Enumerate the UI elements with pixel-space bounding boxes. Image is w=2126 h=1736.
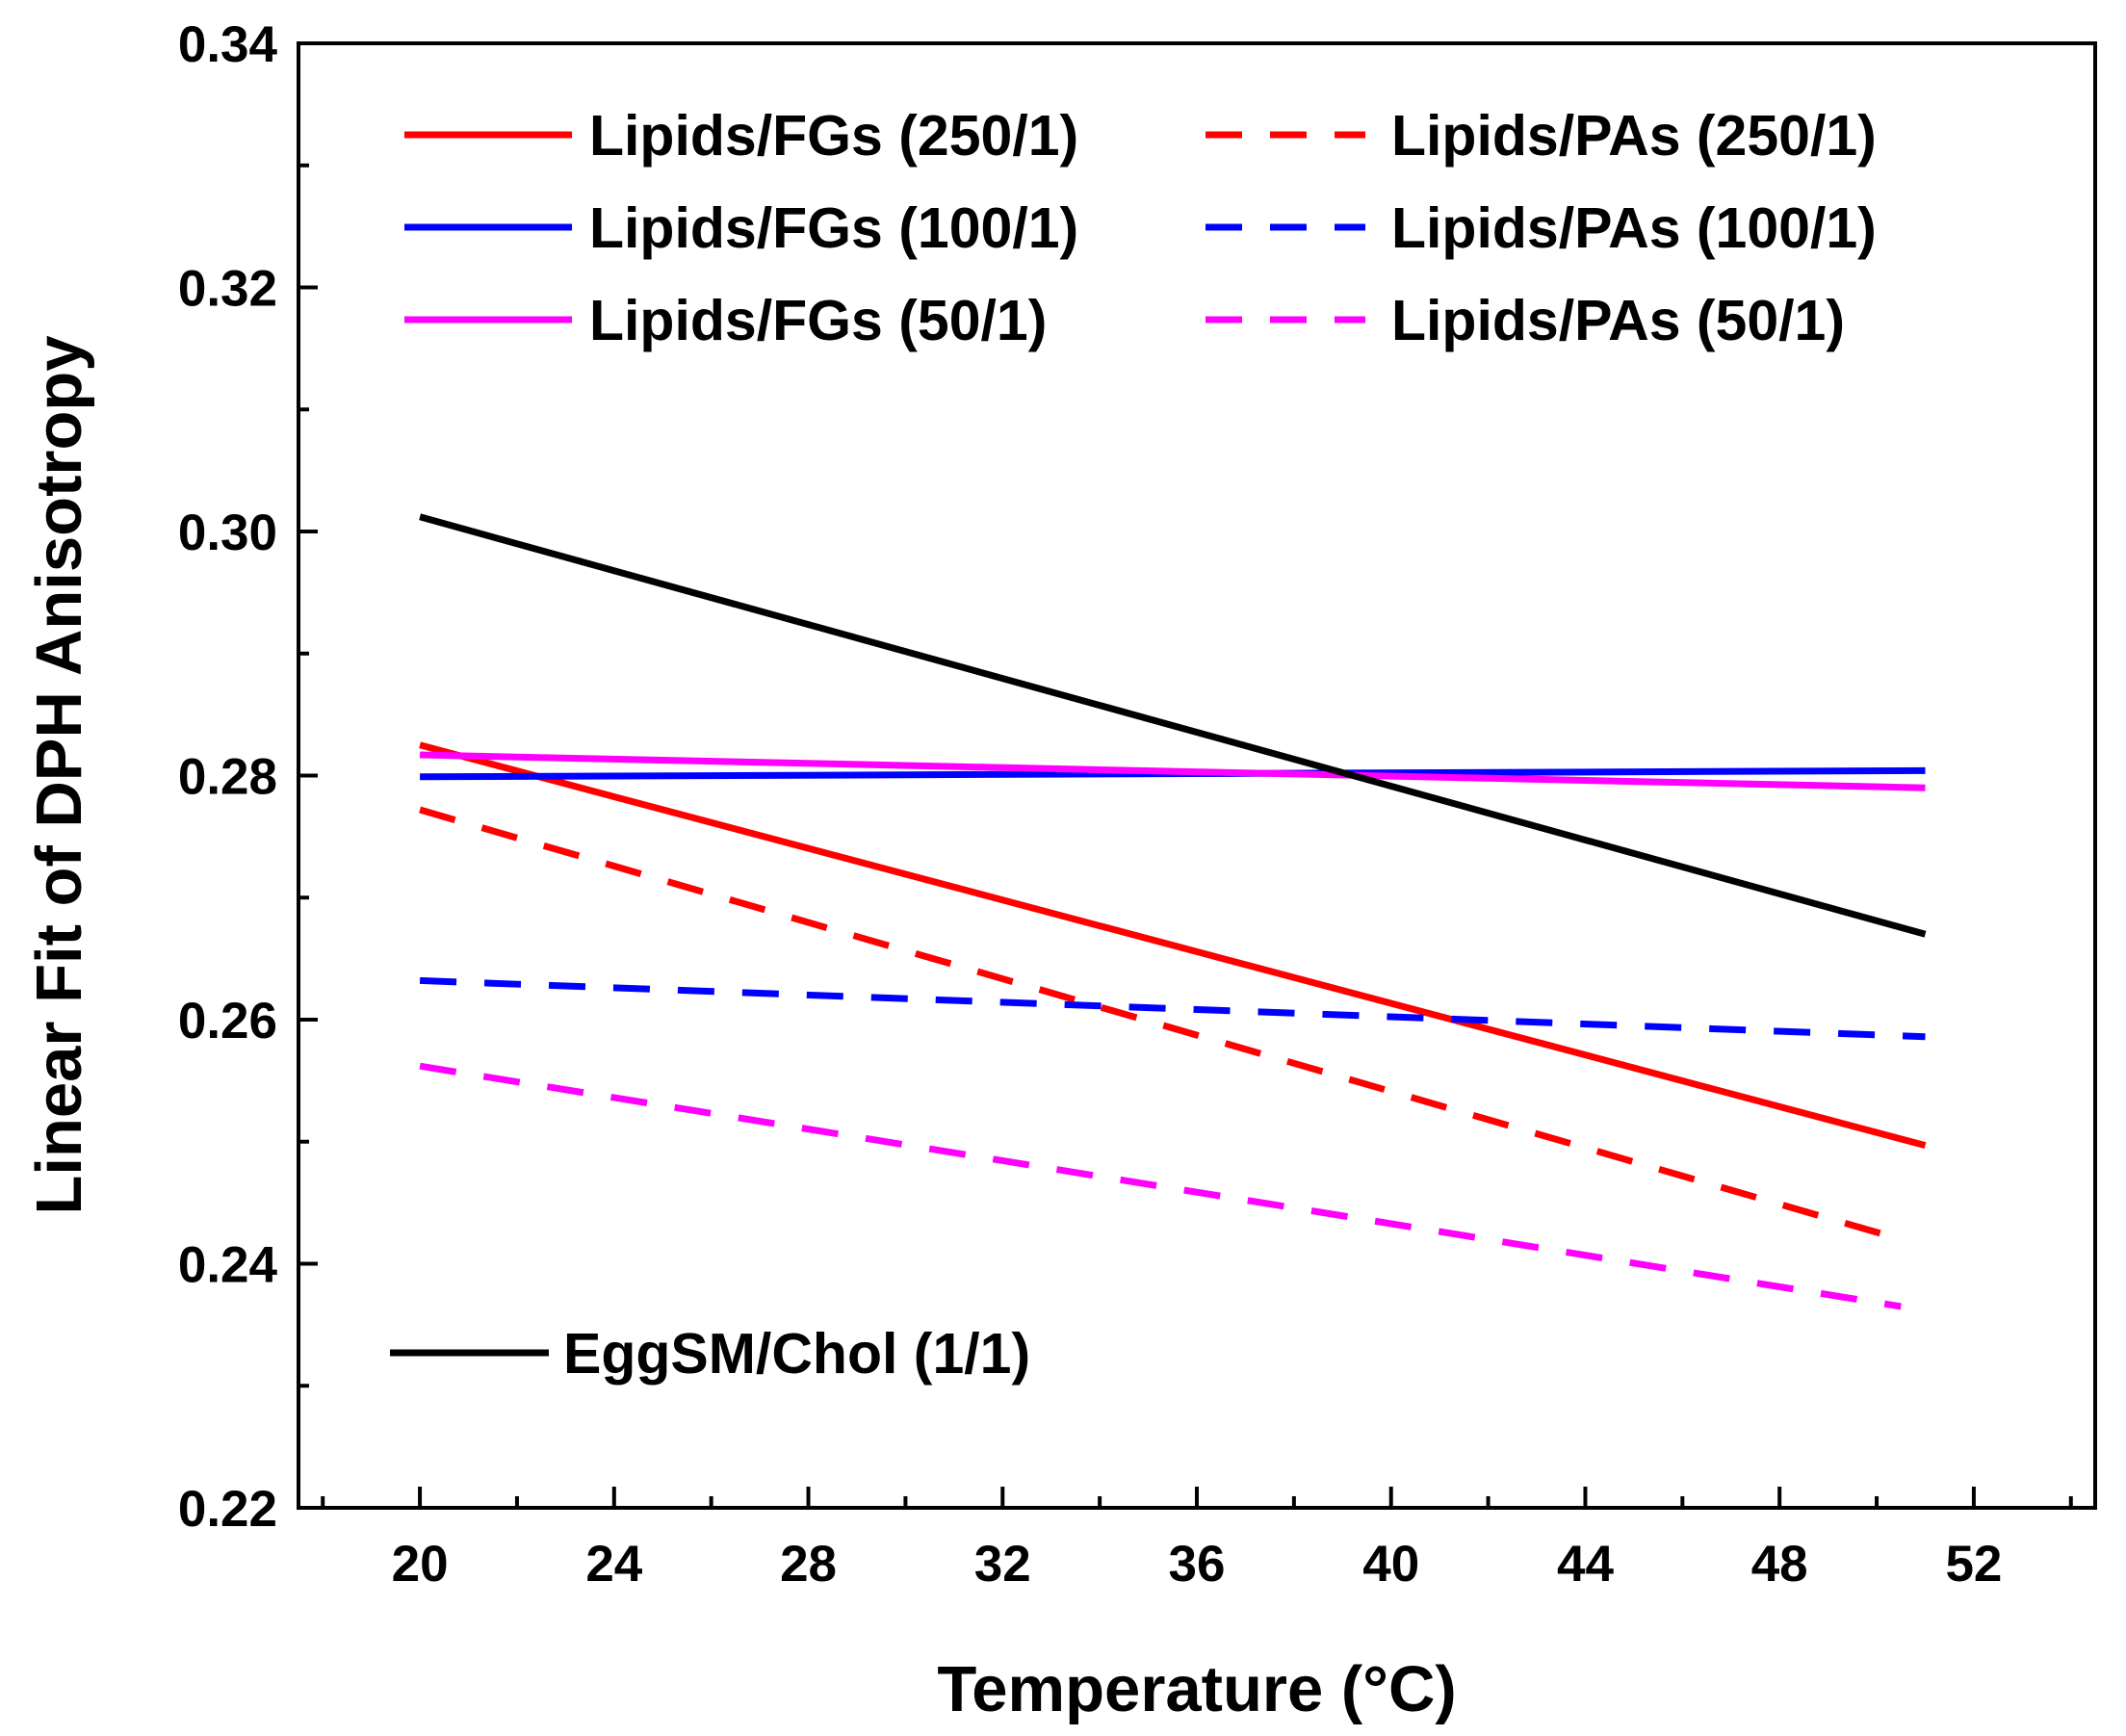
legend-label: Lipids/PAs (50/1) (1391, 289, 1845, 352)
y-tick-label: 0.28 (178, 749, 277, 806)
series-line (419, 513, 1927, 938)
x-tick-label: 44 (1557, 1536, 1614, 1593)
y-tick-label: 0.26 (178, 993, 277, 1049)
legend-label: Lipids/FGs (100/1) (589, 196, 1078, 260)
legend-label: EggSM/Chol (1/1) (563, 1322, 1030, 1386)
x-tick-label: 24 (585, 1536, 642, 1593)
x-tick-label: 48 (1751, 1536, 1808, 1593)
x-tick-label: 20 (392, 1536, 449, 1593)
y-axis-ticks: 0.22 0.24 0.26 0.28 0.30 0.32 0.34 (178, 16, 318, 1538)
x-axis-ticks: 20 24 28 32 36 40 44 48 52 (321, 1487, 2073, 1593)
x-tick-label: 52 (1945, 1536, 2002, 1593)
x-tick-label: 36 (1169, 1536, 1226, 1593)
legend-label: Lipids/PAs (100/1) (1391, 196, 1877, 260)
x-tick-label: 32 (974, 1536, 1031, 1593)
series-line (419, 976, 1926, 1041)
y-tick-label: 0.24 (178, 1237, 278, 1294)
legend-label: Lipids/FGs (50/1) (589, 289, 1047, 352)
series-line (419, 741, 1927, 1149)
y-tick-label: 0.22 (178, 1481, 277, 1538)
legend-label: Lipids/FGs (250/1) (589, 104, 1078, 168)
series-lines (419, 513, 1927, 1310)
y-axis-label: Linear Fit of DPH Anisotropy (23, 335, 95, 1214)
x-tick-label: 28 (780, 1536, 837, 1593)
legend: Lipids/FGs (250/1) Lipids/FGs (100/1) Lipi… (390, 104, 1877, 1386)
y-tick-label: 0.34 (178, 16, 278, 73)
y-tick-label: 0.30 (178, 505, 277, 561)
legend-label: Lipids/PAs (250/1) (1391, 104, 1877, 168)
series-line (419, 1062, 1902, 1310)
y-tick-label: 0.32 (178, 261, 277, 318)
x-axis-label: Temperature (°C) (937, 1653, 1456, 1725)
series-line (420, 751, 1926, 791)
x-tick-label: 40 (1362, 1536, 1419, 1593)
